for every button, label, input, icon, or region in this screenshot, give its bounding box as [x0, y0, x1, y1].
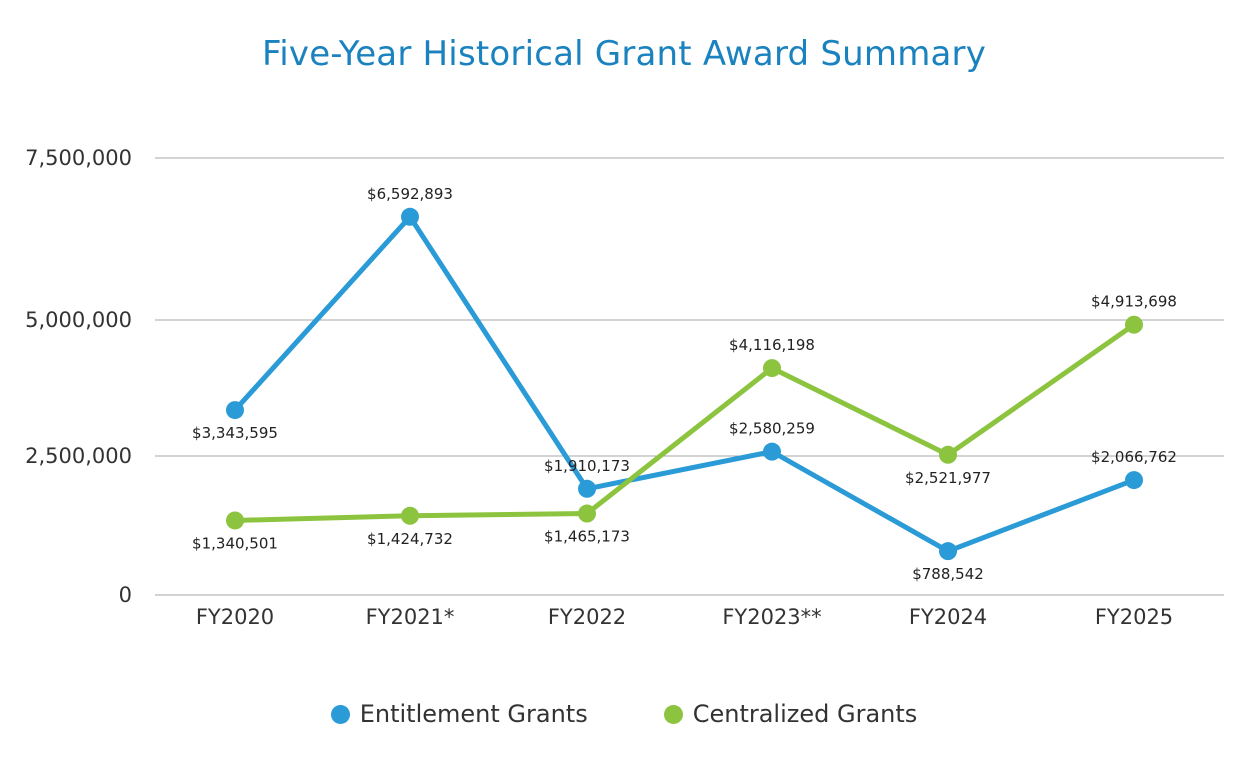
legend-marker-entitlement	[330, 704, 350, 724]
data-point	[939, 542, 957, 561]
data-point	[763, 442, 781, 461]
y-tick-label: 5,000,000	[25, 308, 132, 332]
legend-item-entitlement: Entitlement Grants	[330, 700, 588, 728]
x-tick-label: FY2023**	[722, 605, 821, 629]
data-point	[763, 359, 781, 378]
x-tick-label: FY2025	[1095, 605, 1173, 629]
data-label: $4,913,698	[1091, 293, 1177, 311]
data-point	[939, 445, 957, 464]
data-label: $2,521,977	[905, 469, 991, 487]
data-label: $6,592,893	[367, 185, 453, 203]
data-point	[578, 479, 596, 498]
data-point	[226, 401, 244, 420]
data-point	[401, 207, 419, 226]
legend-marker-centralized	[663, 704, 683, 724]
legend-item-centralized: Centralized Grants	[663, 700, 918, 728]
data-point	[226, 511, 244, 530]
x-tick-label: FY2020	[196, 605, 274, 629]
x-tick-label: FY2024	[909, 605, 987, 629]
data-label: $4,116,198	[729, 336, 815, 354]
data-point	[1125, 315, 1143, 334]
legend: Entitlement Grants Centralized Grants	[0, 700, 1248, 728]
series-line-0	[232, 214, 1137, 554]
x-tick-label: FY2022	[548, 605, 626, 629]
data-label: $788,542	[912, 565, 984, 583]
data-point	[1125, 471, 1143, 490]
data-point	[578, 504, 596, 523]
data-label: $3,343,595	[192, 424, 278, 442]
chart-title: Five-Year Historical Grant Award Summary	[261, 34, 987, 74]
data-label: $1,424,732	[367, 530, 453, 548]
y-tick-label: 7,500,000	[25, 146, 132, 170]
data-label: $1,340,501	[192, 534, 278, 552]
data-point	[401, 506, 419, 525]
y-tick-label: 2,500,000	[25, 444, 132, 468]
data-label: $1,465,173	[544, 528, 630, 546]
legend-label-entitlement: Entitlement Grants	[359, 700, 588, 728]
data-label: $2,580,259	[729, 420, 815, 438]
series-line-1	[232, 322, 1137, 523]
y-tick-label: 0	[119, 583, 132, 607]
legend-label-centralized: Centralized Grants	[692, 700, 918, 728]
data-label: $1,910,173	[544, 457, 630, 475]
data-label: $2,066,762	[1091, 448, 1177, 466]
x-tick-label: FY2021*	[366, 605, 455, 629]
